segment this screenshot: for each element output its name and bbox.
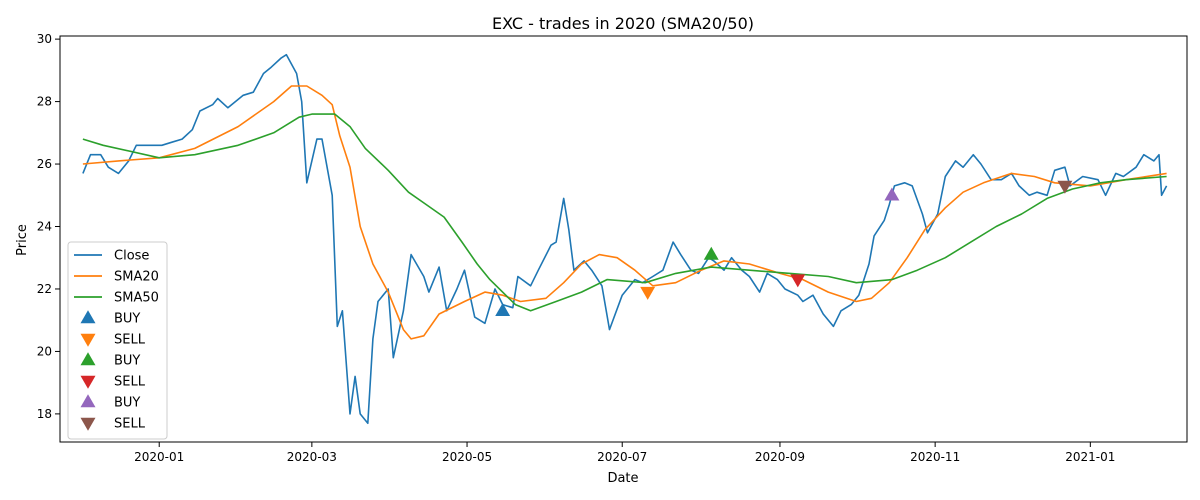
plot-area — [59, 35, 1188, 443]
trade-marker-sell-4 — [790, 274, 806, 288]
y-axis: 18 20 22 24 26 28 30 — [37, 32, 60, 421]
y-tick-label: 24 — [37, 220, 52, 234]
x-tick-label: 2020-11 — [910, 450, 960, 464]
legend-label: Close — [114, 249, 149, 264]
legend-swatch — [80, 352, 96, 366]
legend-swatch — [80, 310, 96, 324]
x-axis-title: Date — [607, 471, 638, 486]
legend-label: SELL — [114, 333, 146, 348]
series-line-close — [82, 53, 1168, 425]
trade-marker-buy-3 — [703, 246, 719, 260]
y-tick-label: 20 — [37, 344, 52, 358]
trade-marker-buy-5 — [884, 187, 900, 201]
legend-swatch — [80, 333, 96, 347]
x-axis: 2020-01 2020-03 2020-05 2020-07 2020-09 2020-… — [134, 442, 1115, 464]
legend: Close SMA20 SMA50 BUY SELL BUY SELL BUY SELL — [67, 241, 168, 440]
x-tick-label: 2020-03 — [287, 450, 337, 464]
trade-marker-sell-2 — [640, 286, 656, 300]
y-tick-label: 26 — [37, 157, 52, 171]
y-tick-label: 22 — [37, 282, 52, 296]
x-tick-label: 2021-01 — [1065, 450, 1115, 464]
series-line-sma50 — [82, 113, 1167, 312]
legend-box — [67, 241, 168, 440]
legend-label: SELL — [114, 375, 146, 390]
legend-label: BUY — [114, 354, 140, 369]
x-tick-label: 2020-09 — [755, 450, 805, 464]
trade-marker-buy-1 — [495, 303, 511, 316]
x-tick-label: 2020-01 — [134, 450, 184, 464]
legend-swatch — [80, 394, 96, 408]
y-tick-label: 18 — [37, 407, 52, 421]
y-tick-label: 30 — [37, 32, 52, 46]
legend-swatch — [80, 375, 96, 389]
chart-title: EXC - trades in 2020 (SMA20/50) — [492, 14, 754, 33]
x-tick-label: 2020-07 — [597, 450, 647, 464]
legend-label: SMA20 — [114, 270, 159, 285]
series-line-sma20 — [82, 85, 1167, 340]
plot-frame — [59, 35, 1188, 443]
y-tick-label: 28 — [37, 95, 52, 109]
legend-label: SELL — [114, 417, 146, 432]
legend-label: BUY — [114, 312, 140, 327]
legend-swatch — [80, 417, 96, 431]
x-tick-label: 2020-05 — [442, 450, 492, 464]
y-axis-title: Price — [15, 224, 30, 256]
legend-label: SMA50 — [114, 291, 159, 306]
trade-marker-sell-6 — [1057, 180, 1073, 194]
legend-label: BUY — [114, 396, 140, 411]
